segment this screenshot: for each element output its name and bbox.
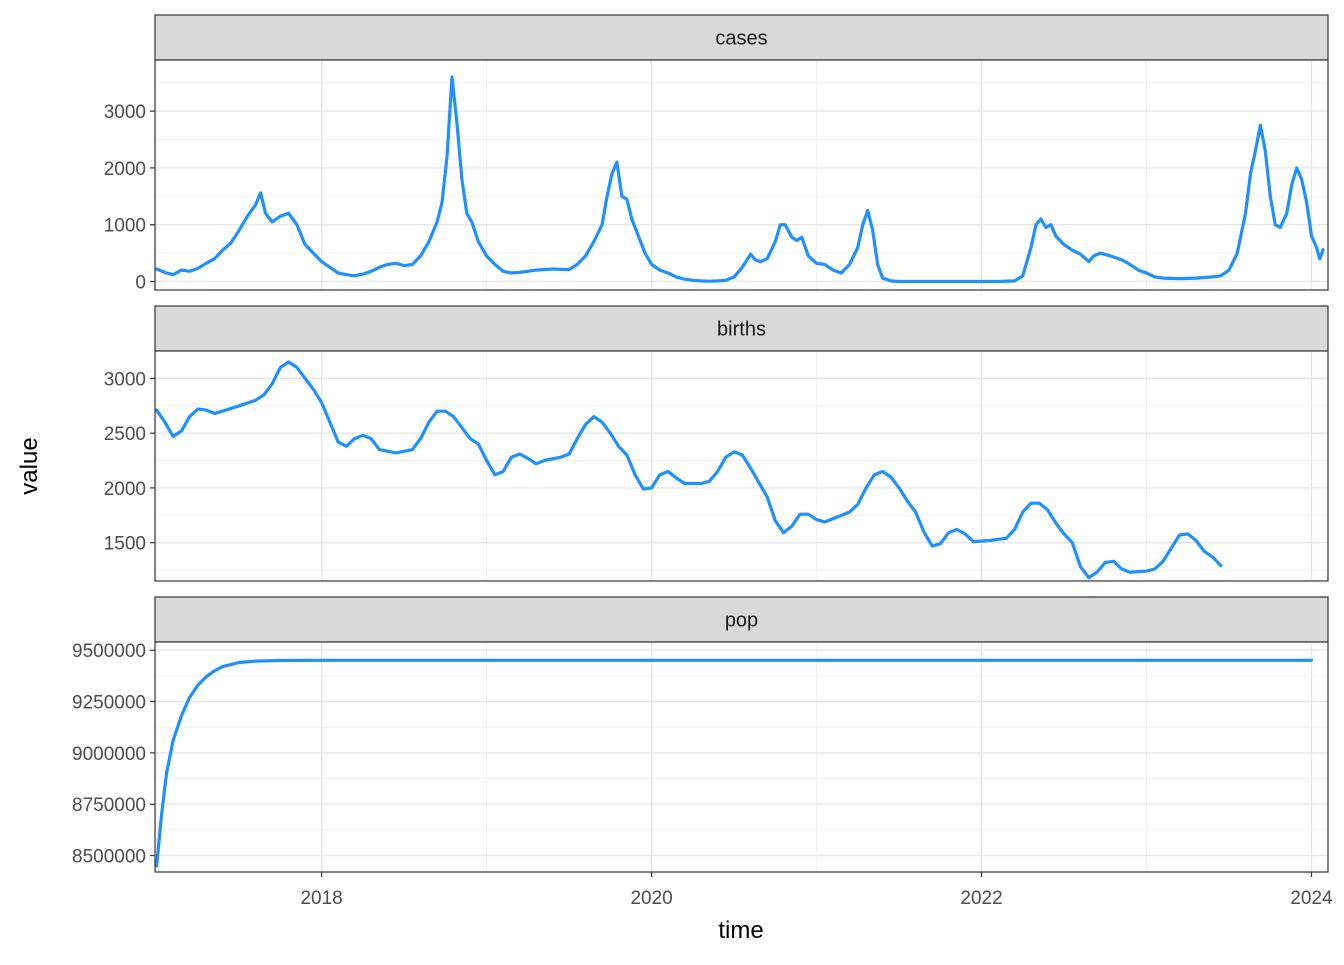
strip-label-births: births bbox=[717, 319, 766, 341]
y-tick-label: 3000 bbox=[104, 102, 146, 123]
series-line-pop bbox=[155, 658, 1314, 868]
panel-background-cases bbox=[155, 60, 1328, 290]
panel-border-pop bbox=[154, 641, 1329, 873]
series-line-births bbox=[155, 360, 1223, 580]
x-tick-label: 2020 bbox=[630, 888, 672, 909]
y-tick-label: 2500 bbox=[104, 424, 146, 445]
y-axis-title: value bbox=[16, 437, 43, 494]
series-line-cases bbox=[155, 75, 1325, 284]
strip-births bbox=[154, 305, 1329, 352]
y-tick-label: 2000 bbox=[104, 159, 146, 180]
strip-cases bbox=[154, 14, 1329, 61]
y-tick-label: 0 bbox=[135, 272, 146, 293]
panel-background-pop bbox=[155, 642, 1328, 872]
x-tick-label: 2024 bbox=[1290, 888, 1333, 909]
x-tick-label: 2018 bbox=[300, 888, 342, 909]
x-tick-label: 2022 bbox=[960, 888, 1002, 909]
y-tick-label: 8500000 bbox=[72, 847, 146, 868]
panel-pop: pop 8500000 8750000 9000000 9250000 9500000 20… bbox=[72, 596, 1333, 909]
strip-pop bbox=[154, 596, 1329, 643]
x-axis-title: time bbox=[718, 917, 763, 944]
y-tick-label: 1000 bbox=[104, 216, 146, 237]
panel-cases: cases 0 1000 2000 3000 bbox=[104, 14, 1329, 293]
y-tick-label: 2000 bbox=[104, 479, 146, 500]
y-tick-label: 9000000 bbox=[72, 744, 146, 765]
y-tick-label: 1500 bbox=[104, 534, 146, 555]
strip-label-pop: pop bbox=[725, 610, 758, 632]
y-tick-label: 8750000 bbox=[72, 795, 146, 816]
panel-background-births bbox=[155, 351, 1328, 581]
y-tick-label: 9500000 bbox=[72, 641, 146, 662]
y-tick-label: 3000 bbox=[104, 369, 146, 390]
panel-border-cases bbox=[154, 59, 1329, 291]
strip-label-cases: cases bbox=[715, 28, 767, 50]
y-tick-label: 9250000 bbox=[72, 693, 146, 714]
panel-border-births bbox=[154, 350, 1329, 582]
panel-births: births 1500 2000 2500 3000 bbox=[104, 305, 1329, 582]
